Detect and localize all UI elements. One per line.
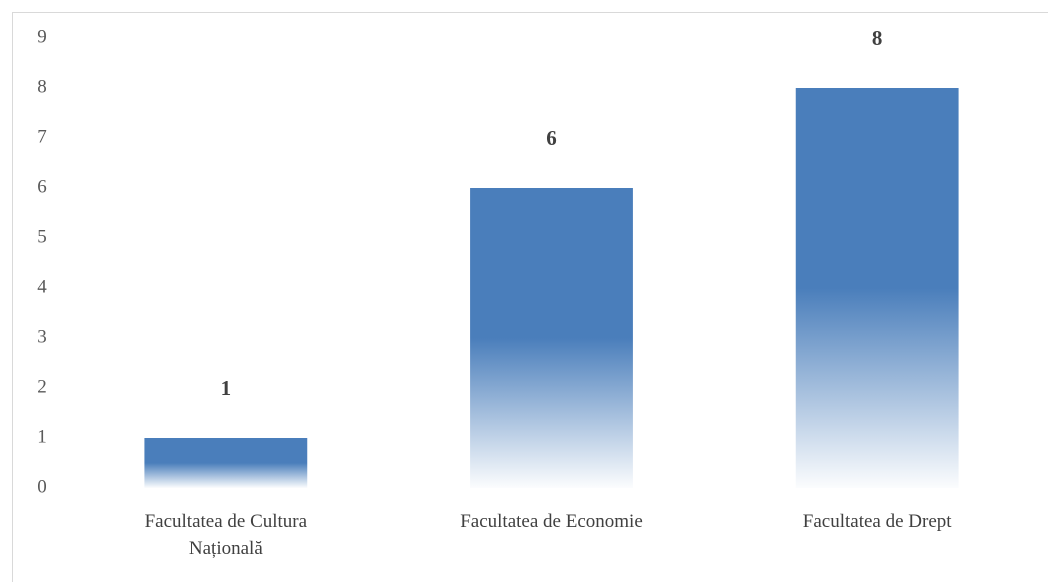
y-tick-label: 6 [37, 176, 47, 197]
y-tick-label: 2 [37, 376, 47, 397]
data-label: 1 [221, 376, 232, 400]
y-tick-label: 7 [37, 126, 47, 147]
y-tick-label: 5 [37, 226, 47, 247]
bar [795, 88, 959, 488]
bar [470, 188, 633, 488]
y-tick-label: 1 [37, 426, 47, 447]
y-tick-label: 0 [37, 476, 47, 497]
y-tick-label: 3 [37, 326, 47, 347]
y-tick-label: 4 [37, 276, 47, 297]
x-tick-label: Facultatea de Economie [460, 511, 643, 532]
data-label: 8 [872, 26, 883, 50]
chart-border [12, 12, 1048, 582]
data-label: 6 [546, 126, 557, 150]
x-tick-label: Facultatea de Drept [802, 511, 952, 532]
bar [144, 438, 308, 488]
y-tick-label: 8 [37, 76, 47, 97]
x-tick-label: Facultatea de Cultura Națională [144, 511, 308, 559]
y-tick-label: 9 [37, 26, 47, 47]
